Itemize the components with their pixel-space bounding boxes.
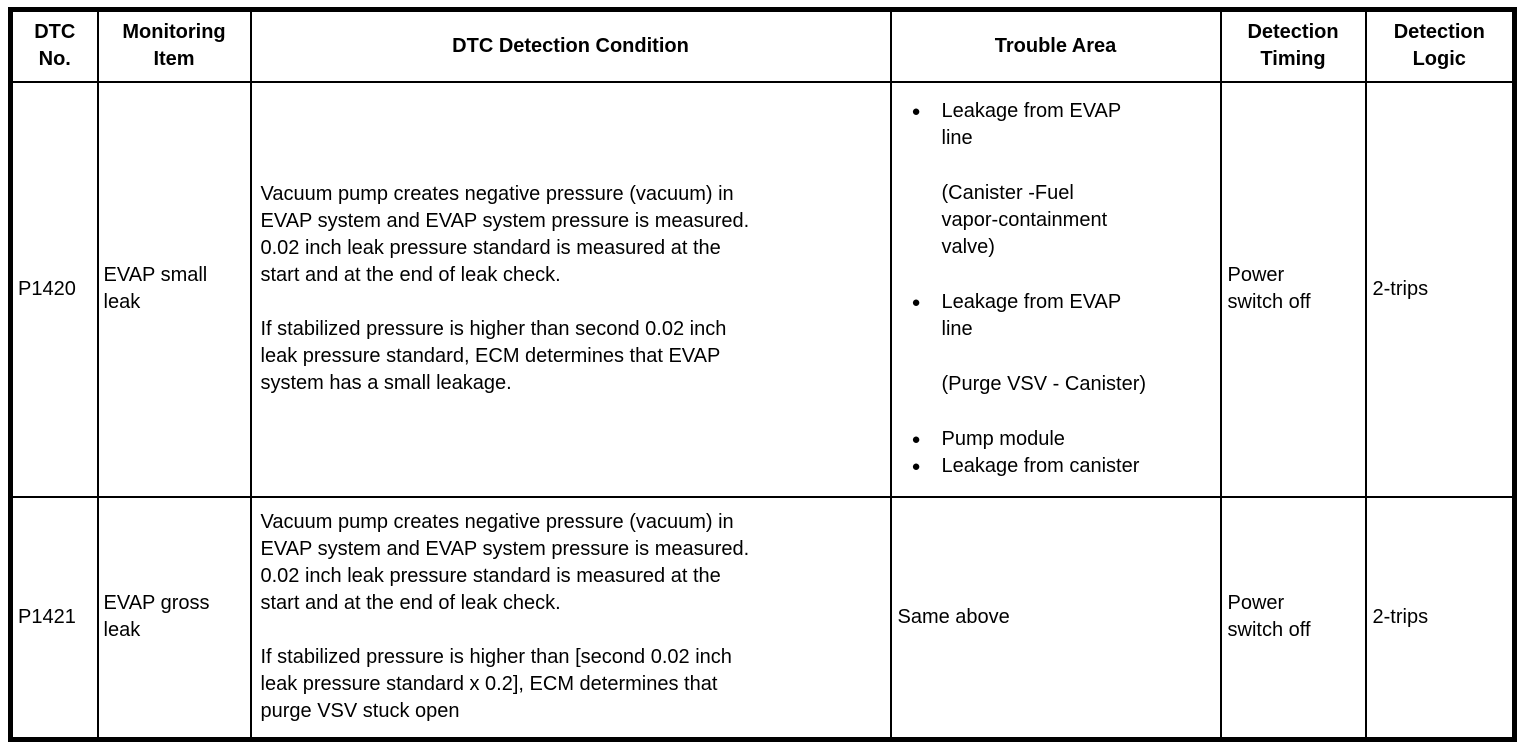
list-item-text: Leakage from EVAP line [941, 291, 1122, 340]
table-header-row: DTC No. Monitoring Item DTC Detection Co… [9, 8, 1516, 83]
bullet-icon: ● [911, 431, 921, 448]
detection-logic-value: 2-trips [1372, 605, 1429, 628]
list-item: ● Leakage from canister [912, 453, 1216, 480]
header-detection-timing: Detection Timing [1219, 8, 1367, 83]
header-dtc-no: DTC No. [9, 8, 99, 83]
bullet-icon: ● [911, 103, 921, 120]
list-item-text: (Purge VSV - Canister) [941, 373, 1147, 395]
list-item: ● Pump module [912, 426, 1216, 453]
dtc-no-value: P1420 [18, 277, 76, 300]
table-row: P1421 EVAP gross leak Vacuum pump create… [9, 495, 1516, 741]
cell-monitoring-item: EVAP small leak [96, 80, 252, 498]
cell-detection-condition: Vacuum pump creates negative pressure (v… [249, 495, 892, 741]
cell-trouble-area: Same above [889, 495, 1222, 741]
dtc-no-value: P1421 [18, 605, 76, 628]
cell-detection-timing: Power switch off [1219, 495, 1367, 741]
cell-detection-condition: Vacuum pump creates negative pressure (v… [249, 80, 892, 498]
detection-condition-text: Vacuum pump creates negative pressure (v… [260, 183, 750, 394]
list-item-text: Pump module [941, 428, 1065, 450]
trouble-area-text: Same above [897, 605, 1010, 628]
cell-trouble-area: ● Leakage from EVAP line (Canister -Fuel… [889, 80, 1222, 498]
cell-detection-timing: Power switch off [1219, 80, 1367, 498]
header-monitoring-item: Monitoring Item [96, 8, 252, 83]
list-item-text: (Canister -Fuel vapor-containment valve) [941, 182, 1108, 258]
cell-dtc-no: P1420 [9, 80, 99, 498]
cell-detection-logic: 2-trips [1364, 495, 1516, 741]
header-trouble-area: Trouble Area [889, 8, 1222, 83]
list-item-text: Leakage from EVAP line [941, 100, 1122, 149]
cell-dtc-no: P1421 [9, 495, 99, 741]
bullet-icon: ● [911, 458, 921, 475]
list-item: (Purge VSV - Canister) [912, 371, 1216, 398]
detection-condition-text: Vacuum pump creates negative pressure (v… [260, 511, 750, 723]
monitoring-item-value: EVAP gross leak [103, 592, 210, 642]
detection-timing-value: Power switch off [1227, 264, 1311, 313]
table-row: P1420 EVAP small leak Vacuum pump create… [9, 80, 1516, 498]
cell-detection-logic: 2-trips [1364, 80, 1516, 498]
list-item: ● Leakage from EVAP line [912, 289, 1216, 343]
cell-monitoring-item: EVAP gross leak [96, 495, 252, 741]
bullet-icon: ● [911, 294, 921, 311]
trouble-area-list: ● Leakage from EVAP line (Canister -Fuel… [898, 98, 1216, 480]
list-item: (Canister -Fuel vapor-containment valve) [912, 180, 1216, 261]
list-item-text: Leakage from canister [941, 455, 1140, 477]
detection-logic-value: 2-trips [1372, 277, 1429, 300]
detection-timing-value: Power switch off [1227, 592, 1311, 642]
header-detection-logic: Detection Logic [1364, 8, 1516, 83]
monitoring-item-value: EVAP small leak [103, 264, 208, 313]
dtc-table: DTC No. Monitoring Item DTC Detection Co… [8, 7, 1517, 742]
list-item: ● Leakage from EVAP line [912, 98, 1216, 152]
header-detection-condition: DTC Detection Condition [249, 8, 892, 83]
